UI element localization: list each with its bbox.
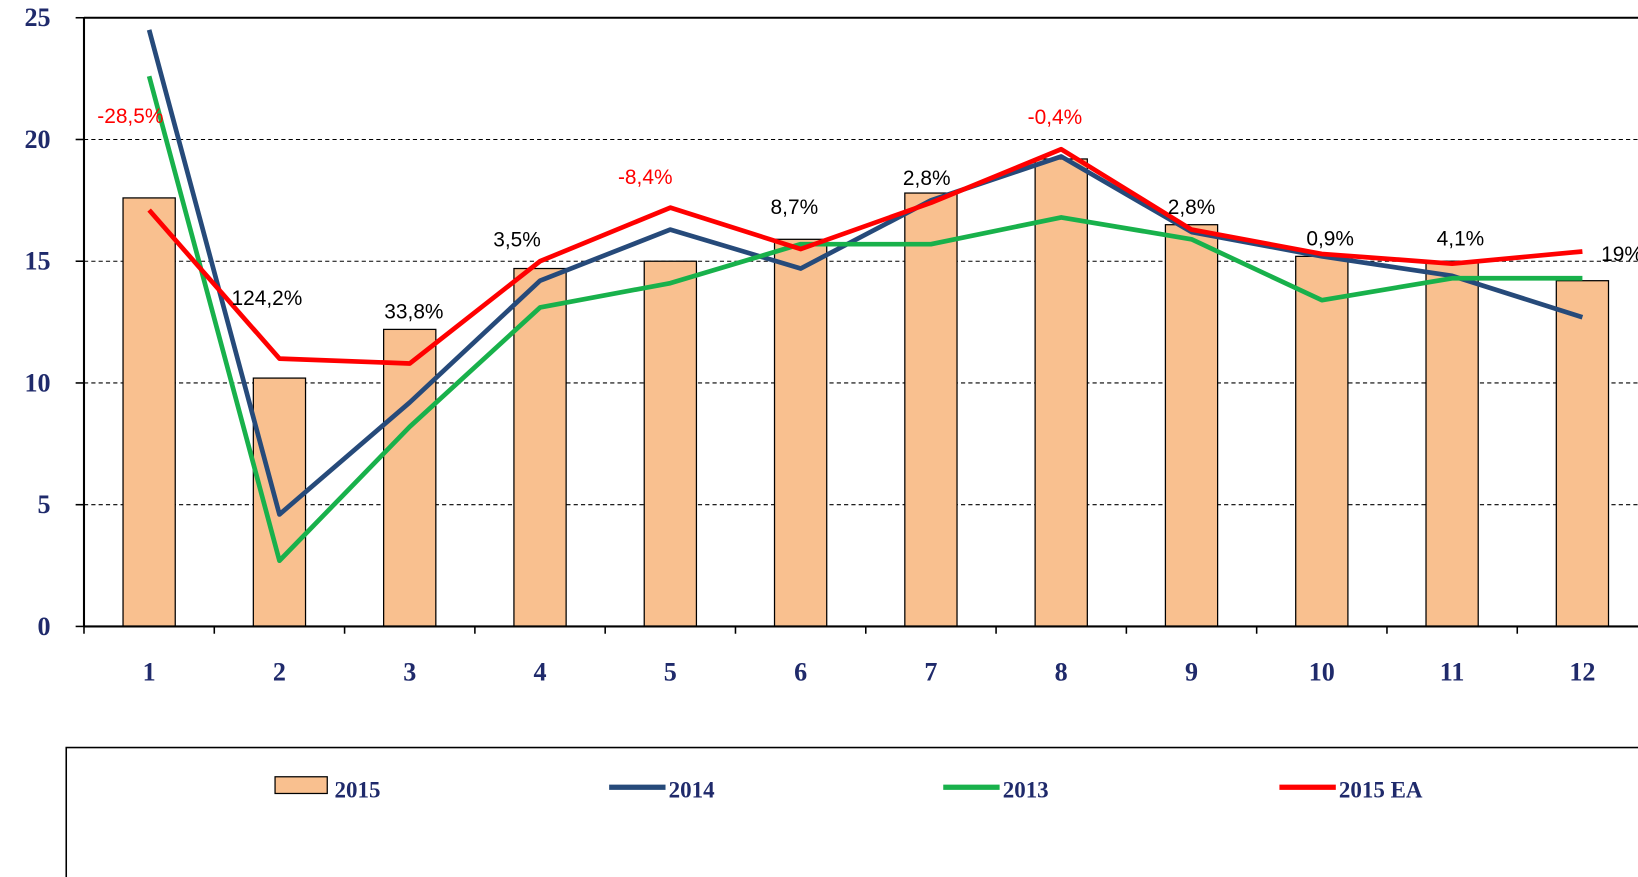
- legend-label: 2015: [335, 778, 381, 803]
- legend-swatch: [274, 776, 328, 795]
- bar: [904, 192, 958, 628]
- annotation: -8,4%: [618, 166, 673, 189]
- annotation: 33,8%: [384, 300, 443, 323]
- y-tick-label: 20: [24, 125, 50, 154]
- annotation: -28,5%: [97, 105, 163, 128]
- y-tick-label: 5: [38, 490, 51, 519]
- bar: [1425, 260, 1479, 628]
- annotation: 8,7%: [771, 196, 819, 219]
- annotation: 19%: [1601, 243, 1638, 266]
- x-tick-label: 1: [143, 658, 156, 687]
- annotation: -0,4%: [1028, 106, 1083, 129]
- x-tick-label: 3: [403, 658, 416, 687]
- bar: [1295, 255, 1349, 628]
- bar: [643, 260, 698, 628]
- legend-label: 2015 EA: [1339, 778, 1423, 803]
- bar: [383, 328, 437, 628]
- bar: [513, 267, 567, 628]
- x-tick-label: 4: [534, 658, 547, 687]
- y-tick-label: 0: [38, 612, 51, 641]
- line-series: [146, 75, 1583, 564]
- x-tick-label: 10: [1309, 658, 1335, 687]
- x-tick-label: 5: [664, 658, 677, 687]
- annotation: 124,2%: [232, 287, 303, 310]
- bar: [1034, 158, 1088, 628]
- x-tick-label: 6: [794, 658, 807, 687]
- bar: [122, 197, 176, 628]
- legend-label: 2013: [1003, 778, 1049, 803]
- x-tick-label: 7: [924, 658, 937, 687]
- annotation: 2,8%: [1168, 196, 1216, 219]
- y-tick-label: 25: [24, 3, 50, 32]
- line-series: [147, 146, 1583, 366]
- y-tick-label: 15: [24, 247, 50, 276]
- bar: [252, 377, 307, 628]
- line-series: [146, 29, 1584, 517]
- y-tick-label: 10: [24, 368, 50, 397]
- bar: [1164, 224, 1219, 628]
- x-tick-label: 8: [1055, 658, 1068, 687]
- legend-label: 2014: [669, 778, 715, 803]
- legend-box: [65, 746, 1638, 877]
- annotation: 2,8%: [903, 167, 951, 190]
- annotation: 3,5%: [493, 228, 541, 251]
- bar: [773, 238, 828, 628]
- annotation: 4,1%: [1437, 227, 1485, 250]
- bar: [1555, 280, 1610, 628]
- x-tick-label: 2: [273, 658, 286, 687]
- x-tick-label: 11: [1440, 658, 1465, 687]
- annotation: 0,9%: [1306, 227, 1354, 250]
- x-tick-label: 12: [1569, 658, 1595, 687]
- x-tick-label: 9: [1185, 658, 1198, 687]
